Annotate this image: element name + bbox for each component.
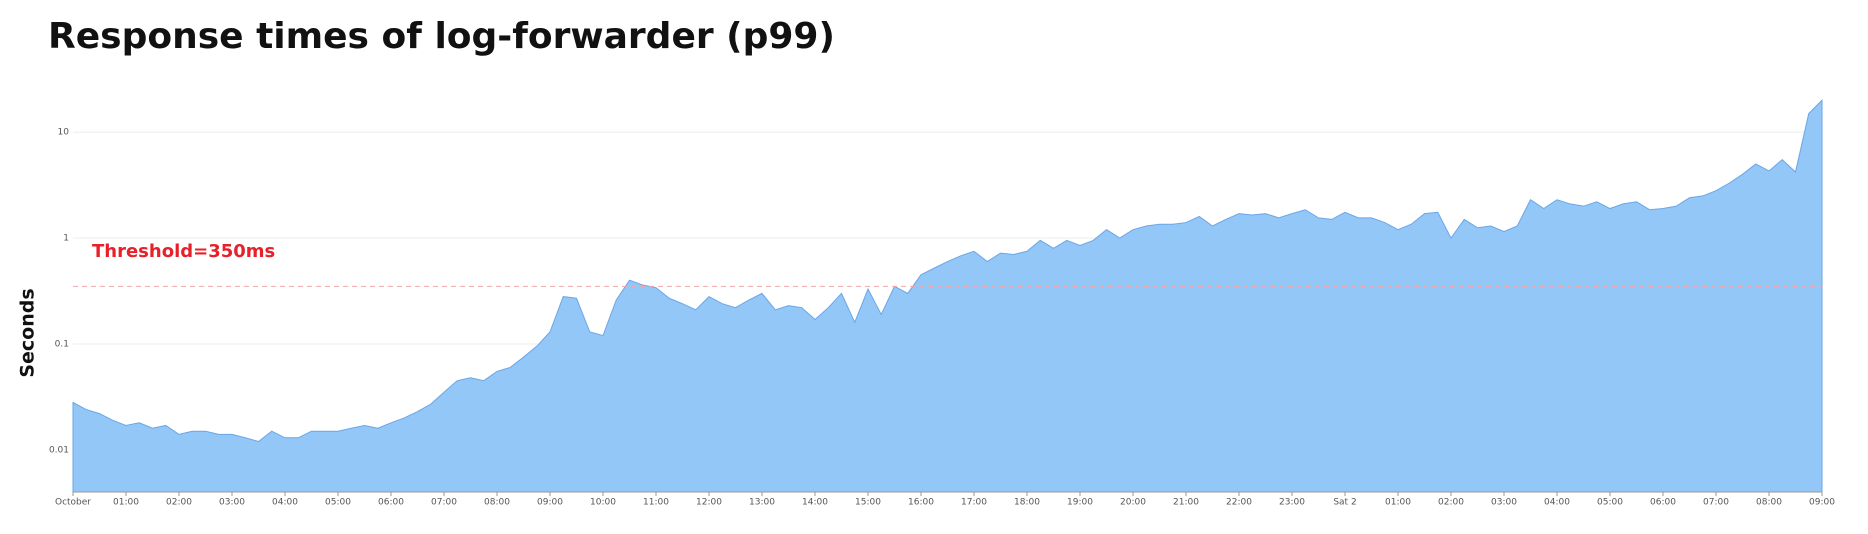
x-tick-label: 10:00 — [590, 498, 616, 508]
x-tick-label: 22:00 — [1226, 498, 1252, 508]
x-tick-label: 23:00 — [1279, 498, 1305, 508]
x-tick-label: 04:00 — [1544, 498, 1570, 508]
x-tick-label: 18:00 — [1014, 498, 1040, 508]
x-tick-label: October — [55, 498, 91, 508]
x-tick-label: 05:00 — [1597, 498, 1623, 508]
y-tick-label: 0.1 — [55, 339, 69, 349]
y-tick-label: 10 — [58, 128, 70, 138]
x-tick-label: 04:00 — [272, 498, 298, 508]
x-tick-label: 03:00 — [1491, 498, 1517, 508]
x-tick-label: 21:00 — [1173, 498, 1199, 508]
chart-title: Response times of log-forwarder (p99) — [48, 16, 835, 57]
x-tick-label: 09:00 — [537, 498, 563, 508]
x-tick-label: 16:00 — [908, 498, 934, 508]
y-tick-label: 0.01 — [49, 445, 69, 455]
threshold-label: Threshold=350ms — [92, 241, 275, 262]
x-tick-label: 02:00 — [166, 498, 192, 508]
x-tick-label: 17:00 — [961, 498, 987, 508]
x-tick-label: 07:00 — [431, 498, 457, 508]
x-tick-label: 08:00 — [484, 498, 510, 508]
x-tick-label: 09:00 — [1809, 498, 1835, 508]
x-tick-label: 20:00 — [1120, 498, 1146, 508]
x-tick-label: 15:00 — [855, 498, 881, 508]
x-tick-label: 01:00 — [1385, 498, 1411, 508]
x-tick-label: 06:00 — [1650, 498, 1676, 508]
x-tick-label: 06:00 — [378, 498, 404, 508]
x-tick-label: 13:00 — [749, 498, 775, 508]
x-tick-label: 03:00 — [219, 498, 245, 508]
x-tick-label: 14:00 — [802, 498, 828, 508]
x-tick-label: Sat 2 — [1333, 498, 1356, 508]
x-tick-label: 05:00 — [325, 498, 351, 508]
x-tick-label: 12:00 — [696, 498, 722, 508]
area — [72, 99, 1823, 493]
x-tick-label: 11:00 — [643, 498, 669, 508]
y-tick-label: 1 — [63, 234, 69, 244]
x-tick-label: 02:00 — [1438, 498, 1464, 508]
x-tick-label: 08:00 — [1756, 498, 1782, 508]
x-tick-label: 07:00 — [1703, 498, 1729, 508]
x-tick-label: 19:00 — [1067, 498, 1093, 508]
y-axis-label: Seconds — [17, 288, 39, 377]
x-tick-label: 01:00 — [113, 498, 139, 508]
